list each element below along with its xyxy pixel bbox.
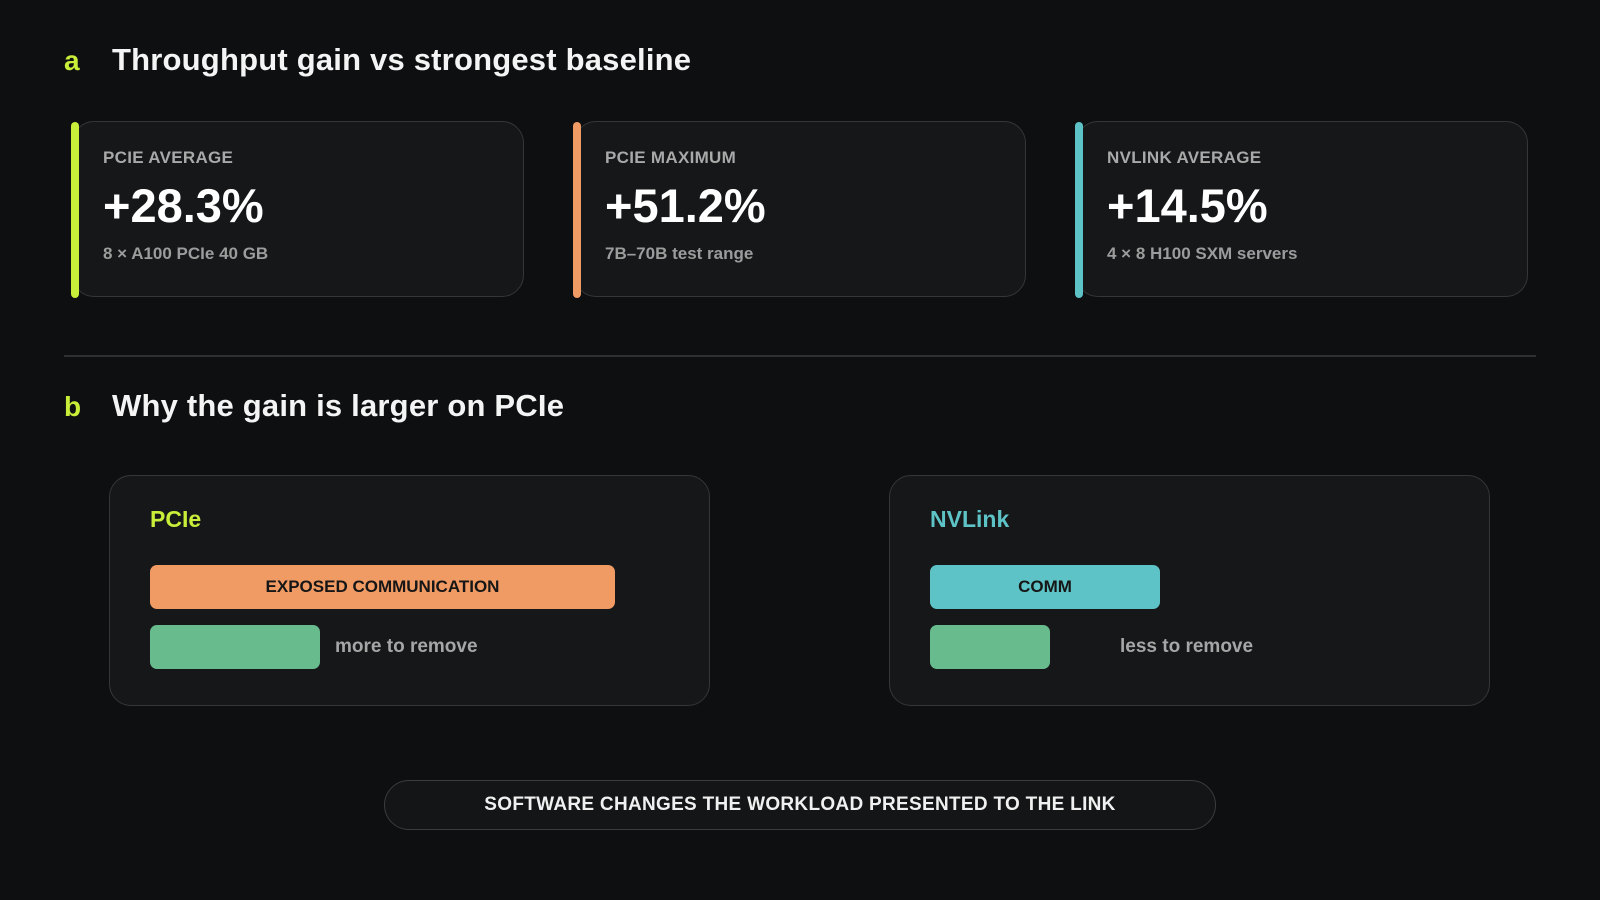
section-a-letter: a	[64, 45, 80, 76]
kpi-value: +51.2%	[605, 179, 766, 232]
section-b-title: Why the gain is larger on PCIe	[112, 388, 565, 423]
section-a-header: a Throughput gain vs strongest baseline	[64, 42, 691, 78]
kpi-label: PCIE AVERAGE	[103, 148, 234, 167]
removable-overlap-bar	[930, 625, 1050, 669]
section-a-title: Throughput gain vs strongest baseline	[112, 42, 692, 77]
footer-caption: SOFTWARE CHANGES THE WORKLOAD PRESENTED …	[384, 780, 1216, 830]
kpi-card-pcie-average: PCIE AVERAGE +28.3% 8 × A100 PCIe 40 GB	[71, 121, 524, 298]
kpi-subtitle: 7B–70B test range	[605, 244, 754, 263]
panel-title: PCIe	[150, 506, 202, 532]
comm-bar: COMM	[930, 565, 1160, 609]
exposed-communication-bar: EXPOSED COMMUNICATION	[150, 565, 615, 609]
kpi-value: +14.5%	[1107, 179, 1268, 232]
kpi-value: +28.3%	[103, 179, 264, 232]
panel-title: NVLink	[930, 506, 1010, 532]
kpi-subtitle: 4 × 8 H100 SXM servers	[1107, 244, 1298, 263]
panel-note: more to remove	[335, 636, 478, 657]
kpi-accent-bar	[1075, 122, 1083, 298]
kpi-card-pcie-maximum: PCIE MAXIMUM +51.2% 7B–70B test range	[573, 121, 1026, 298]
kpi-card-nvlink-average: NVLINK AVERAGE +14.5% 4 × 8 H100 SXM ser…	[1075, 121, 1528, 298]
kpi-label: PCIE MAXIMUM	[605, 148, 737, 167]
kpi-accent-bar	[71, 122, 79, 298]
kpi-accent-bar	[573, 122, 581, 298]
section-b-letter: b	[64, 391, 82, 422]
section-divider	[64, 355, 1536, 357]
removable-overlap-bar	[150, 625, 320, 669]
kpi-subtitle: 8 × A100 PCIe 40 GB	[103, 244, 269, 263]
kpi-label: NVLINK AVERAGE	[1107, 148, 1262, 167]
panel-note: less to remove	[1120, 636, 1254, 657]
panel-nvlink: NVLink COMM less to remove	[889, 475, 1490, 706]
section-b-header: b Why the gain is larger on PCIe	[64, 388, 564, 424]
panel-pcie: PCIe EXPOSED COMMUNICATION more to remov…	[109, 475, 710, 706]
